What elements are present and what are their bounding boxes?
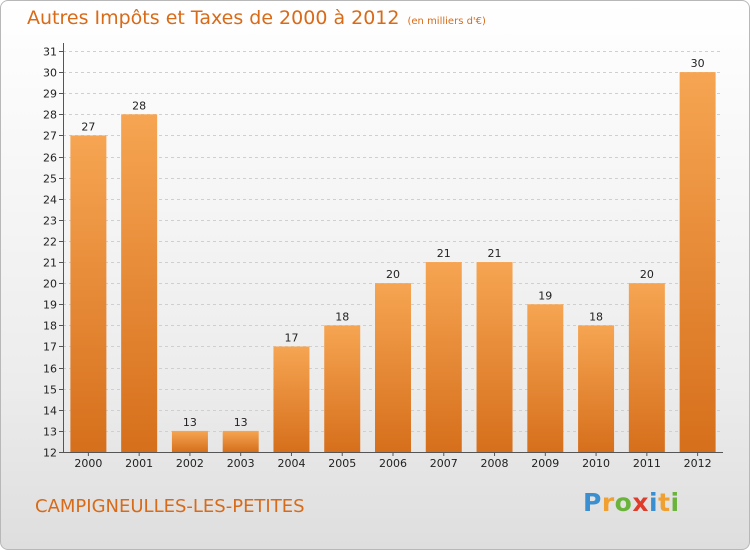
logo-letter: r [601, 488, 615, 517]
bar-2007 [425, 262, 462, 452]
data-label-2012: 30 [691, 57, 705, 70]
x-tick-label: 2006 [379, 457, 407, 470]
x-tick-label: 2012 [684, 457, 712, 470]
y-tick-label: 24 [43, 194, 57, 207]
data-label-2010: 18 [589, 310, 603, 323]
bar-2008 [476, 262, 513, 452]
y-tick-label: 27 [43, 130, 57, 143]
y-tick-label: 26 [43, 152, 57, 165]
bars [70, 72, 716, 453]
y-tick-label: 12 [43, 447, 57, 460]
data-labels: 27 28 13 13 17 18 20 21 21 19 18 20 30 [81, 57, 704, 429]
y-tick-label: 15 [43, 384, 57, 397]
bar-2005 [324, 325, 361, 452]
y-tick-label: 22 [43, 236, 57, 249]
y-tick-label: 16 [43, 363, 57, 376]
y-tick-label: 21 [43, 257, 57, 270]
x-tick-label: 2008 [481, 457, 509, 470]
logo-letter: x [632, 488, 649, 517]
data-label-2006: 20 [386, 268, 400, 281]
bar-2000 [70, 135, 107, 452]
x-tick-label: 2005 [328, 457, 356, 470]
proxiti-logo: Proxiti [583, 488, 680, 517]
data-label-2008: 21 [488, 247, 502, 260]
x-tick-label: 2000 [74, 457, 102, 470]
y-tick-label: 20 [43, 278, 57, 291]
bar-2010 [578, 325, 615, 452]
x-tick-label: 2010 [582, 457, 610, 470]
x-tick-label: 2009 [531, 457, 559, 470]
y-tick-label: 13 [43, 426, 57, 439]
x-tick-label: 2011 [633, 457, 661, 470]
bar-2009 [527, 304, 564, 452]
x-tick-label: 2003 [227, 457, 255, 470]
bar-2011 [628, 283, 665, 452]
data-label-2002: 13 [183, 416, 197, 429]
axes: 12 13 14 15 16 17 18 19 20 21 22 23 24 25 26 27 28 29 30 31… [43, 43, 723, 470]
data-label-2005: 18 [335, 310, 349, 323]
y-tick-label: 18 [43, 320, 57, 333]
data-label-2003: 13 [234, 416, 248, 429]
chart-title-text: Autres Impôts et Taxes de 2000 à 2012 [27, 7, 400, 29]
chart-title: Autres Impôts et Taxes de 2000 à 2012 (en… [27, 7, 486, 29]
data-label-2007: 21 [437, 247, 451, 260]
bar-2001 [121, 114, 158, 452]
data-label-2009: 19 [538, 289, 552, 302]
data-label-2004: 17 [284, 331, 298, 344]
bar-2004 [273, 346, 310, 452]
x-tick-label: 2001 [125, 457, 153, 470]
bar-2003 [222, 430, 259, 452]
y-tick-label: 29 [43, 88, 57, 101]
bar-2012 [679, 72, 716, 453]
y-tick-label: 28 [43, 109, 57, 122]
data-label-2011: 20 [640, 268, 654, 281]
x-tick-label: 2007 [430, 457, 458, 470]
y-tick-label: 19 [43, 299, 57, 312]
logo-letter: t [658, 488, 671, 517]
logo-letter: P [583, 488, 602, 517]
chart-subtitle: (en milliers d'€) [407, 16, 486, 27]
commune-name: CAMPIGNEULLES-LES-PETITES [35, 496, 305, 517]
logo-letter: i [670, 488, 680, 517]
bar-2006 [375, 283, 411, 452]
x-tick-label: 2004 [277, 457, 305, 470]
y-tick-label: 31 [43, 46, 57, 59]
bar-2002 [171, 430, 208, 452]
y-tick-label: 17 [43, 341, 57, 354]
logo-letter: i [649, 488, 659, 517]
logo-letter: o [614, 488, 633, 517]
y-tick-label: 25 [43, 173, 57, 186]
data-label-2001: 28 [132, 99, 146, 112]
x-tick-label: 2002 [176, 457, 204, 470]
data-label-2000: 27 [81, 120, 95, 133]
y-tick-label: 23 [43, 215, 57, 228]
y-tick-label: 30 [43, 67, 57, 80]
y-tick-label: 14 [43, 405, 57, 418]
